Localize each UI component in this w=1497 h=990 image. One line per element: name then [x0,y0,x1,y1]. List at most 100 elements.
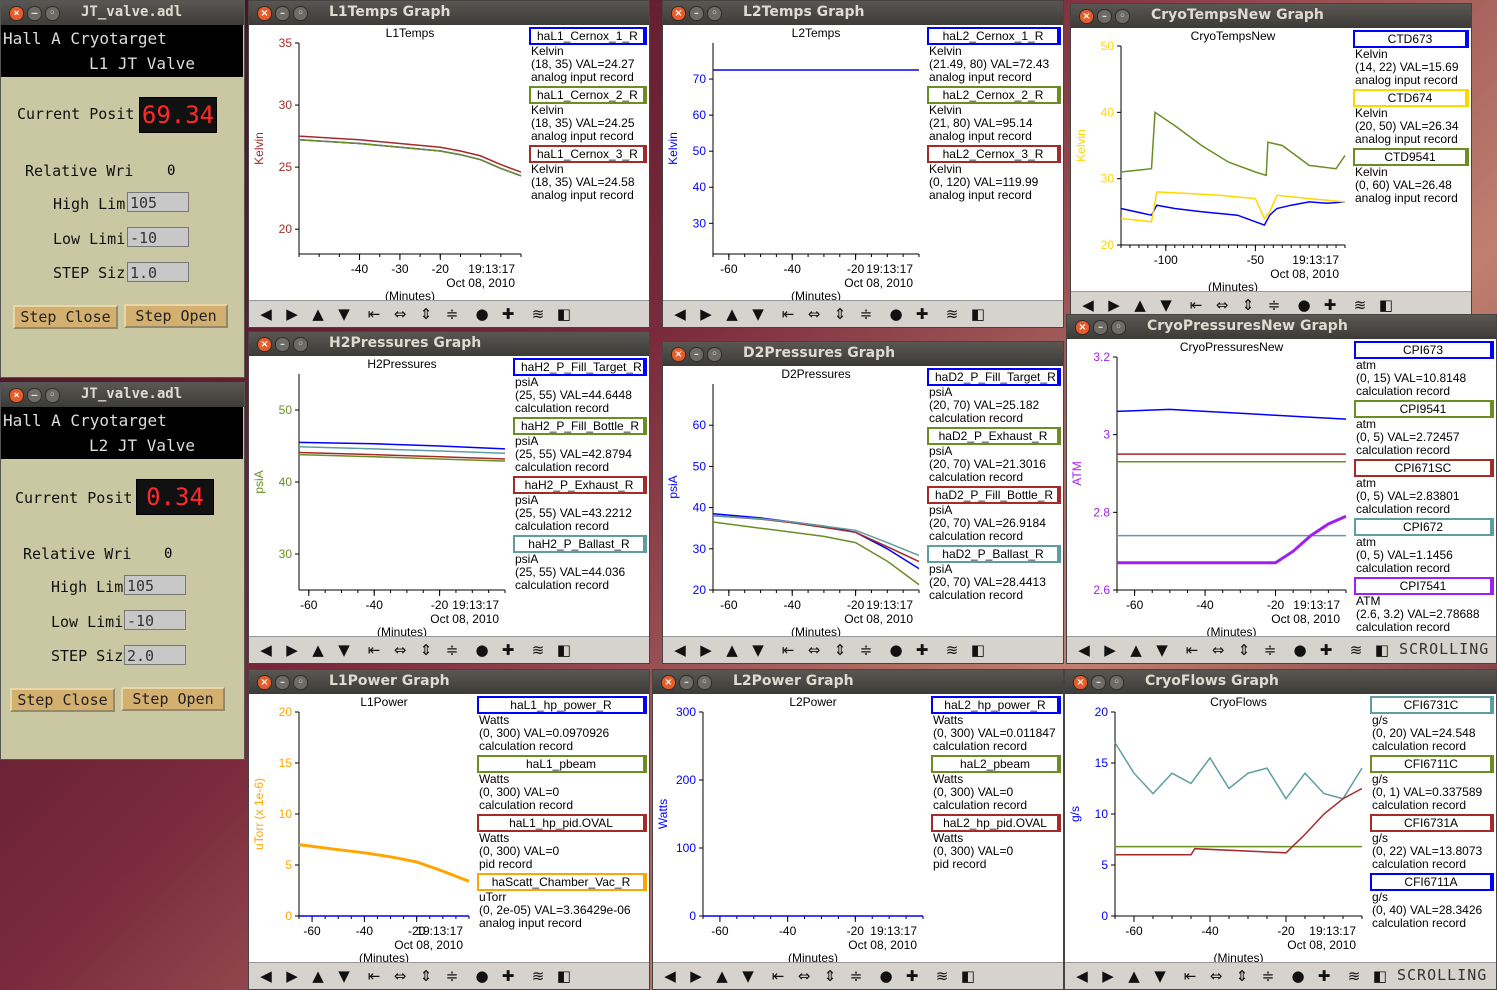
maximize-icon[interactable]: ◦ [697,675,712,690]
zoom-y-in-icon[interactable]: ⇕ [1235,967,1249,985]
add-icon[interactable]: ✚ [501,967,515,985]
scroll-right-icon[interactable]: ▶ [286,641,298,659]
zoom-y-out-icon[interactable]: ≑ [445,967,459,985]
reset-icon[interactable]: ● [1291,967,1305,985]
scroll-down-icon[interactable]: ▼ [1156,641,1168,659]
step-size-input[interactable]: 2.0 [124,645,186,665]
scroll-left-icon[interactable]: ◀ [664,967,676,985]
minimize-icon[interactable]: – [1097,9,1112,24]
config-icon[interactable]: ◧ [556,305,572,323]
zoom-y-in-icon[interactable]: ⇕ [419,967,433,985]
step-open-button[interactable]: Step Open [124,304,228,328]
zoom-x-in-icon[interactable]: ⇤ [781,305,795,323]
legend-item[interactable]: haL2_hp_pid.OVAL [931,814,1061,832]
title-bar[interactable]: × – ◦ L2Temps Graph [663,1,1063,25]
scroll-up-icon[interactable]: ▲ [312,641,324,659]
scroll-down-icon[interactable]: ▼ [1154,967,1166,985]
zoom-x-out-icon[interactable]: ⇔ [1211,641,1225,659]
zoom-y-out-icon[interactable]: ≑ [1267,296,1281,314]
add-icon[interactable]: ✚ [1319,641,1333,659]
legend-item[interactable]: haH2_P_Fill_Target_R [513,358,647,376]
minimize-icon[interactable]: – [1091,675,1106,690]
scroll-left-icon[interactable]: ◀ [674,641,686,659]
scroll-left-icon[interactable]: ◀ [260,305,272,323]
scroll-up-icon[interactable]: ▲ [716,967,728,985]
zoom-y-out-icon[interactable]: ≑ [445,305,459,323]
legend-item[interactable]: haH2_P_Ballast_R [513,535,647,553]
title-bar[interactable]: × – ◦ CryoTempsNew Graph [1071,4,1471,28]
minimize-icon[interactable]: – [275,6,290,21]
legend-item[interactable]: CPI7541 [1354,577,1494,595]
scroll-right-icon[interactable]: ▶ [286,305,298,323]
title-bar[interactable]: × – ◦ CryoPressuresNew Graph [1067,315,1496,339]
title-bar[interactable]: × – ◦ JT_valve.adl [1,1,244,25]
minimize-icon[interactable]: – [27,388,42,403]
add-icon[interactable]: ✚ [1323,296,1337,314]
zoom-y-in-icon[interactable]: ⇕ [419,641,433,659]
legend-item[interactable]: CTD674 [1353,89,1469,107]
close-icon[interactable]: × [257,6,272,21]
title-bar[interactable]: × – ◦ CryoFlows Graph [1065,670,1496,694]
scroll-left-icon[interactable]: ◀ [260,641,272,659]
scroll-down-icon[interactable]: ▼ [752,305,764,323]
reset-icon[interactable]: ● [889,305,903,323]
zoom-x-out-icon[interactable]: ⇔ [393,305,407,323]
autoscale-icon[interactable]: ≋ [531,641,545,659]
legend-item[interactable]: haL1_Cernox_2_R [529,86,647,104]
scroll-up-icon[interactable]: ▲ [312,305,324,323]
close-icon[interactable]: × [1079,9,1094,24]
add-icon[interactable]: ✚ [915,305,929,323]
scroll-left-icon[interactable]: ◀ [674,305,686,323]
zoom-x-out-icon[interactable]: ⇔ [1215,296,1229,314]
legend-item[interactable]: haL1_pbeam [477,755,647,773]
legend-item[interactable]: CPI9541 [1354,400,1494,418]
high-limit-input[interactable]: 105 [124,575,186,595]
scroll-up-icon[interactable]: ▲ [726,305,738,323]
legend-item[interactable]: haL1_Cernox_3_R [529,145,647,163]
close-icon[interactable]: × [257,337,272,352]
legend-item[interactable]: haH2_P_Fill_Bottle_R [513,417,647,435]
maximize-icon[interactable]: ◦ [707,347,722,362]
zoom-y-out-icon[interactable]: ≑ [859,305,873,323]
legend-item[interactable]: CTD673 [1353,30,1469,48]
scroll-right-icon[interactable]: ▶ [700,641,712,659]
title-bar[interactable]: × – ◦ L1Temps Graph [249,1,649,25]
config-icon[interactable]: ◧ [1374,641,1390,659]
legend-item[interactable]: haD2_P_Ballast_R [927,545,1061,563]
legend-item[interactable]: haD2_P_Fill_Bottle_R [927,486,1061,504]
legend-item[interactable]: CFI6731A [1370,814,1494,832]
reset-icon[interactable]: ● [1297,296,1311,314]
step-close-button[interactable]: Step Close [10,688,115,712]
scroll-right-icon[interactable]: ▶ [1108,296,1120,314]
zoom-x-out-icon[interactable]: ⇔ [393,641,407,659]
scroll-right-icon[interactable]: ▶ [286,967,298,985]
zoom-y-in-icon[interactable]: ⇕ [833,641,847,659]
scroll-right-icon[interactable]: ▶ [700,305,712,323]
autoscale-icon[interactable]: ≋ [531,305,545,323]
step-close-button[interactable]: Step Close [13,305,118,329]
step-open-button[interactable]: Step Open [121,687,225,711]
zoom-y-out-icon[interactable]: ≑ [1263,641,1277,659]
scroll-down-icon[interactable]: ▼ [752,641,764,659]
reset-icon[interactable]: ● [879,967,893,985]
title-bar[interactable]: × – ◦ L1Power Graph [249,670,649,694]
legend-item[interactable]: CTD9541 [1353,148,1469,166]
minimize-icon[interactable]: – [689,347,704,362]
config-icon[interactable]: ◧ [960,967,976,985]
scroll-up-icon[interactable]: ▲ [1128,967,1140,985]
scroll-right-icon[interactable]: ▶ [690,967,702,985]
autoscale-icon[interactable]: ≋ [1349,641,1363,659]
title-bar[interactable]: × – ◦ JT_valve.adl [1,383,244,407]
config-icon[interactable]: ◧ [1372,967,1388,985]
legend-item[interactable]: haL2_Cernox_3_R [927,145,1061,163]
config-icon[interactable]: ◧ [556,641,572,659]
scroll-right-icon[interactable]: ▶ [1102,967,1114,985]
minimize-icon[interactable]: – [275,337,290,352]
scroll-right-icon[interactable]: ▶ [1104,641,1116,659]
scroll-up-icon[interactable]: ▲ [1134,296,1146,314]
config-icon[interactable]: ◧ [970,641,986,659]
close-icon[interactable]: × [1075,320,1090,335]
legend-item[interactable]: haH2_P_Exhaust_R [513,476,647,494]
add-icon[interactable]: ✚ [501,641,515,659]
zoom-y-out-icon[interactable]: ≑ [849,967,863,985]
